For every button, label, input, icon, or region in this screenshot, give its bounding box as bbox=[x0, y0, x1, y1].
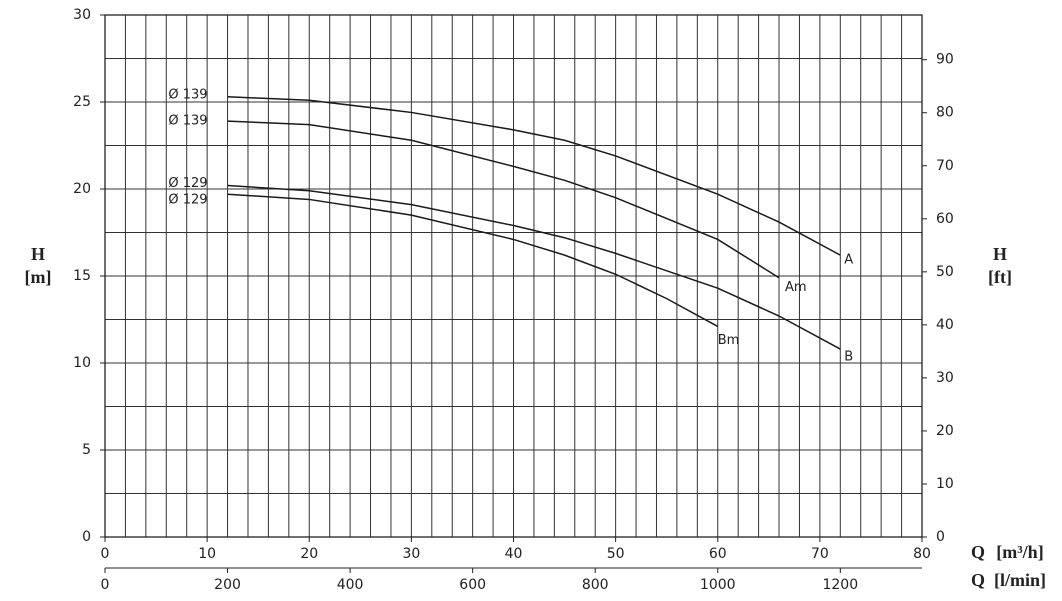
x-label: Q bbox=[971, 542, 985, 562]
x2-tick-label: 1200 bbox=[822, 577, 858, 593]
y-unit: [m] bbox=[25, 267, 52, 287]
y2-tick-label: 90 bbox=[936, 52, 954, 68]
diameter-label: Ø 139 bbox=[168, 87, 207, 102]
x2-tick-label: 800 bbox=[582, 577, 609, 593]
x2-unit: [l/min] bbox=[994, 570, 1046, 590]
y-tick-label: 5 bbox=[82, 442, 91, 458]
x-tick-label: 50 bbox=[607, 546, 625, 562]
y2-tick-label: 0 bbox=[936, 529, 945, 545]
x2-label: Q bbox=[971, 570, 985, 590]
y2-tick-label: 20 bbox=[936, 423, 954, 439]
x2-tick-label: 1000 bbox=[700, 577, 736, 593]
x2-tick-label: 200 bbox=[214, 577, 241, 593]
y2-tick-label: 70 bbox=[936, 158, 954, 174]
x-unit: [m³/h] bbox=[996, 542, 1043, 562]
diameter-label: Ø 129 bbox=[168, 193, 207, 208]
y-tick-label: 30 bbox=[73, 7, 91, 23]
y2-label: H bbox=[993, 244, 1007, 264]
x-tick-label: 30 bbox=[402, 546, 420, 562]
x2-tick-label: 0 bbox=[101, 577, 110, 593]
x2-tick-label: 600 bbox=[459, 577, 486, 593]
curve-label: A bbox=[844, 253, 853, 268]
curve-label: B bbox=[844, 350, 853, 365]
x-tick-label: 40 bbox=[505, 546, 523, 562]
diameter-label: Ø 129 bbox=[168, 176, 207, 191]
y-tick-label: 20 bbox=[73, 181, 91, 197]
y2-tick-label: 60 bbox=[936, 211, 954, 227]
x-tick-label: 60 bbox=[709, 546, 727, 562]
x-tick-label: 10 bbox=[198, 546, 216, 562]
diameter-label: Ø 139 bbox=[168, 114, 207, 129]
curve bbox=[227, 184, 841, 350]
y2-tick-label: 50 bbox=[936, 264, 954, 280]
x2-tick-label: 400 bbox=[337, 577, 364, 593]
y-label: H bbox=[31, 244, 45, 264]
y-tick-label: 10 bbox=[73, 355, 91, 371]
curve bbox=[227, 96, 841, 256]
curve bbox=[227, 120, 780, 279]
y-tick-label: 25 bbox=[73, 94, 91, 110]
y2-tick-label: 30 bbox=[936, 370, 954, 386]
y2-tick-label: 40 bbox=[936, 317, 954, 333]
x-tick-label: 0 bbox=[101, 546, 110, 562]
curve-label: Am bbox=[785, 280, 807, 295]
x-tick-label: 70 bbox=[811, 546, 829, 562]
y2-tick-label: 80 bbox=[936, 105, 954, 121]
curve-label: Bm bbox=[718, 333, 740, 348]
y-tick-label: 15 bbox=[73, 268, 91, 284]
curve bbox=[227, 193, 719, 328]
y2-unit: [ft] bbox=[988, 267, 1012, 287]
y2-tick-label: 10 bbox=[936, 476, 954, 492]
y-tick-label: 0 bbox=[82, 529, 91, 545]
x-tick-label: 80 bbox=[913, 546, 931, 562]
x-tick-label: 20 bbox=[300, 546, 318, 562]
